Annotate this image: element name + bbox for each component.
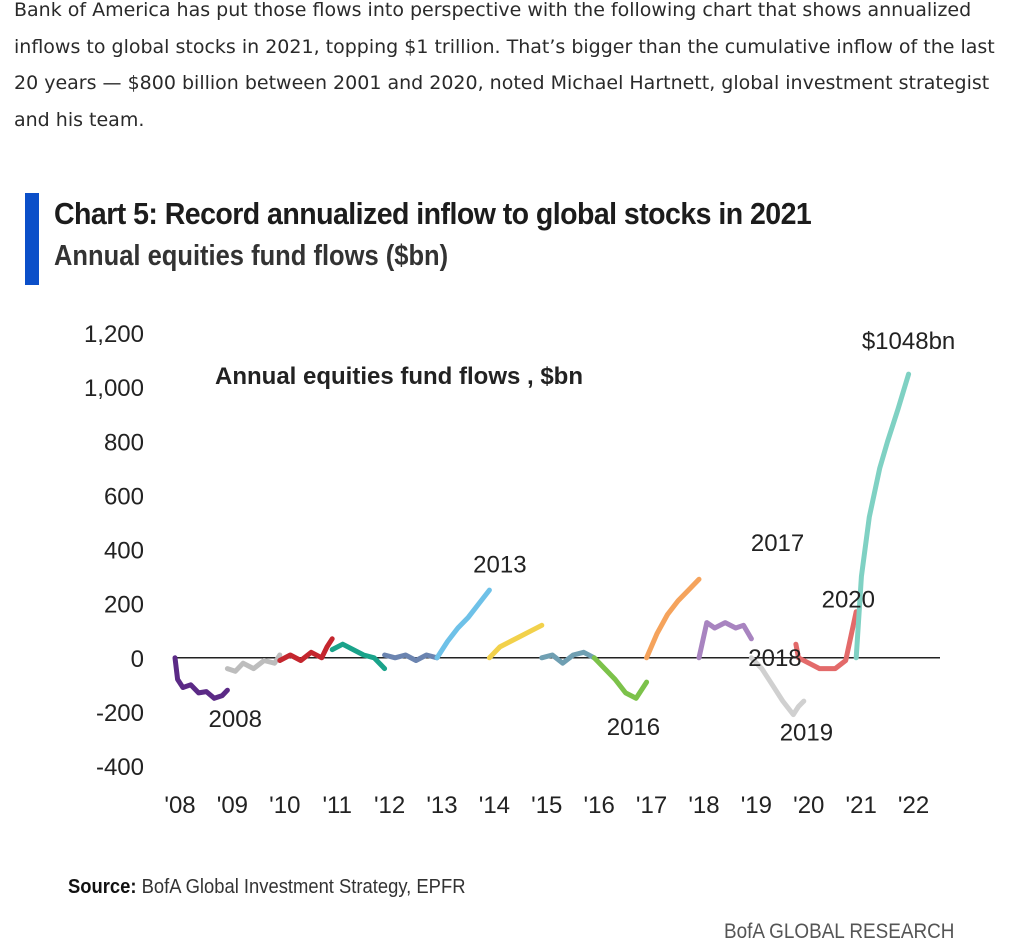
x-tick-label: '10 [269,792,300,819]
x-tick-label: '22 [898,792,929,819]
x-tick-label: '20 [793,792,824,819]
x-tick-label: '12 [374,792,405,819]
series-line-14 [853,371,912,661]
y-tick-label: 400 [104,538,144,565]
source-note: Source: BofA Global Investment Strategy,… [68,876,465,899]
x-tick-label: '09 [217,792,248,819]
series-line-7 [486,622,545,661]
y-tick-label: 600 [104,483,144,510]
x-tick-label: '16 [584,792,615,819]
series-line-10 [644,576,702,661]
y-tick-label: 200 [104,592,144,619]
y-tick-label: 800 [104,429,144,456]
annotation-label: $1048bn [862,328,955,355]
x-tick-label: '19 [741,792,772,819]
annotation-label: 2013 [473,552,526,579]
x-tick-label: '13 [426,792,457,819]
y-tick-label: 1,000 [84,375,144,402]
series-line-11 [696,620,754,661]
chart-subtitle: Annual equities fund flows ($bn) [54,240,449,272]
x-tick-label: '21 [846,792,877,819]
x-tick-label: '17 [636,792,667,819]
chart-inner-title: Annual equities fund flows , $bn [215,363,583,390]
y-tick-label: 0 [131,646,144,673]
y-tick-label: -400 [96,754,144,781]
y-tick-label: -200 [96,700,144,727]
x-tick-label: '08 [164,792,195,819]
annotation-label: 2008 [209,706,262,733]
series-line-8 [539,649,597,666]
x-tick-label: '11 [322,792,352,819]
series-line-5 [382,652,440,663]
annotation-label: 2018 [748,645,801,672]
series-line-13 [793,609,859,672]
line-chart: Annual equities fund flows , $bn 1,200 1,0… [84,321,955,819]
annotation-label: 2016 [607,714,660,741]
source-text: BofA Global Investment Strategy, EPFR [141,876,466,898]
series-line-2 [224,652,283,674]
intro-paragraph: Bank of America has put those flows into… [14,0,995,131]
series-line-12 [748,655,807,718]
annotation-label: 2017 [751,530,804,557]
source-label: Source: [68,876,137,898]
series-line-3 [277,636,335,663]
series-line-6 [434,587,492,661]
title-accent-bar [25,193,39,285]
chart-title: Chart 5: Record annualized inflow to glo… [54,196,812,231]
y-tick-label: 1,200 [84,321,144,348]
series-line-4 [329,641,388,672]
brand-footer: BofA GLOBAL RESEARCH [724,920,955,943]
annotation-label: 2020 [822,587,875,614]
x-tick-label: '14 [479,792,510,819]
series-line-9 [591,655,650,701]
x-tick-label: '18 [688,792,719,819]
annotation-label: 2019 [780,719,833,746]
series-line-1 [172,655,230,701]
x-tick-label: '15 [531,792,562,819]
